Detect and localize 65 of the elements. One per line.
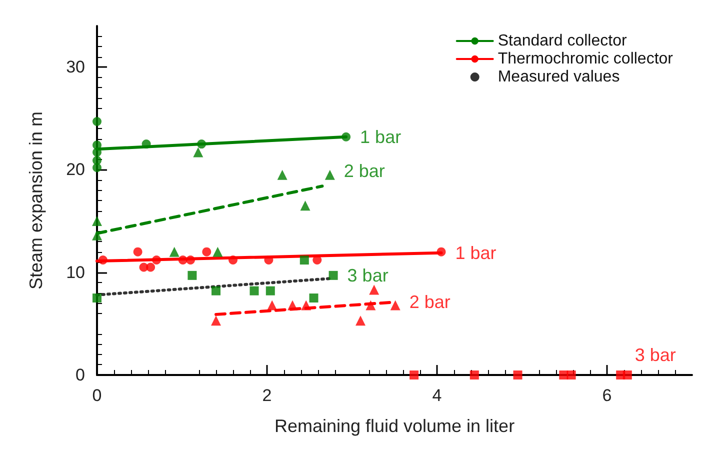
annotation: 3 bar <box>634 345 676 365</box>
point <box>436 247 446 256</box>
point <box>366 300 376 310</box>
point <box>92 230 102 240</box>
point <box>390 300 400 310</box>
point <box>92 216 102 226</box>
point <box>301 300 312 310</box>
x-tick-label: 6 <box>602 386 612 405</box>
x-tick-label: 2 <box>262 386 272 405</box>
point <box>186 256 195 265</box>
point <box>356 316 366 326</box>
point <box>178 256 188 265</box>
point <box>197 140 206 149</box>
point <box>264 256 274 265</box>
annotation: 1 bar <box>360 126 402 147</box>
annotation: 3 bar <box>347 265 388 286</box>
point <box>92 294 102 303</box>
point <box>566 370 576 380</box>
point <box>300 256 309 265</box>
point <box>324 170 335 180</box>
point <box>92 163 102 172</box>
point <box>142 140 151 149</box>
point <box>92 148 102 157</box>
point <box>513 370 522 380</box>
annotation: 1 bar <box>455 242 496 263</box>
legend-label: Measured values <box>498 68 620 86</box>
point <box>92 116 102 126</box>
point <box>92 140 102 150</box>
point <box>146 262 156 272</box>
point <box>369 284 380 295</box>
point <box>212 246 223 257</box>
point <box>300 200 310 211</box>
point <box>622 370 632 380</box>
point <box>228 256 238 265</box>
point <box>410 370 419 380</box>
point <box>98 256 108 265</box>
x-axis-title: Remaining fluid volume in liter <box>274 416 515 436</box>
x-tick-label: 4 <box>432 386 442 405</box>
y-tick-label: 0 <box>76 366 85 384</box>
point <box>277 170 288 180</box>
point <box>169 246 180 257</box>
point <box>152 256 161 265</box>
point <box>211 316 221 326</box>
point <box>288 300 298 310</box>
point <box>212 286 220 296</box>
point <box>309 294 318 303</box>
point <box>328 270 338 280</box>
point <box>250 286 259 296</box>
point <box>188 270 197 280</box>
y-tick-label: 30 <box>66 58 85 77</box>
y-axis-title: Steam expansion in m <box>26 111 46 290</box>
point <box>193 147 204 158</box>
point <box>342 132 351 142</box>
legend-label: Thermochromic collector <box>498 50 674 68</box>
annotation: 2 bar <box>409 292 450 312</box>
y-tick-label: 20 <box>66 160 85 180</box>
point <box>202 247 212 256</box>
point <box>470 370 479 380</box>
legend-label: Standard collector <box>498 32 628 50</box>
y-tick-label: 10 <box>66 262 85 282</box>
point <box>267 300 278 310</box>
x-tick-label: 0 <box>92 386 102 405</box>
annotation: 2 bar <box>344 160 385 181</box>
point <box>266 286 275 296</box>
point <box>133 247 142 256</box>
